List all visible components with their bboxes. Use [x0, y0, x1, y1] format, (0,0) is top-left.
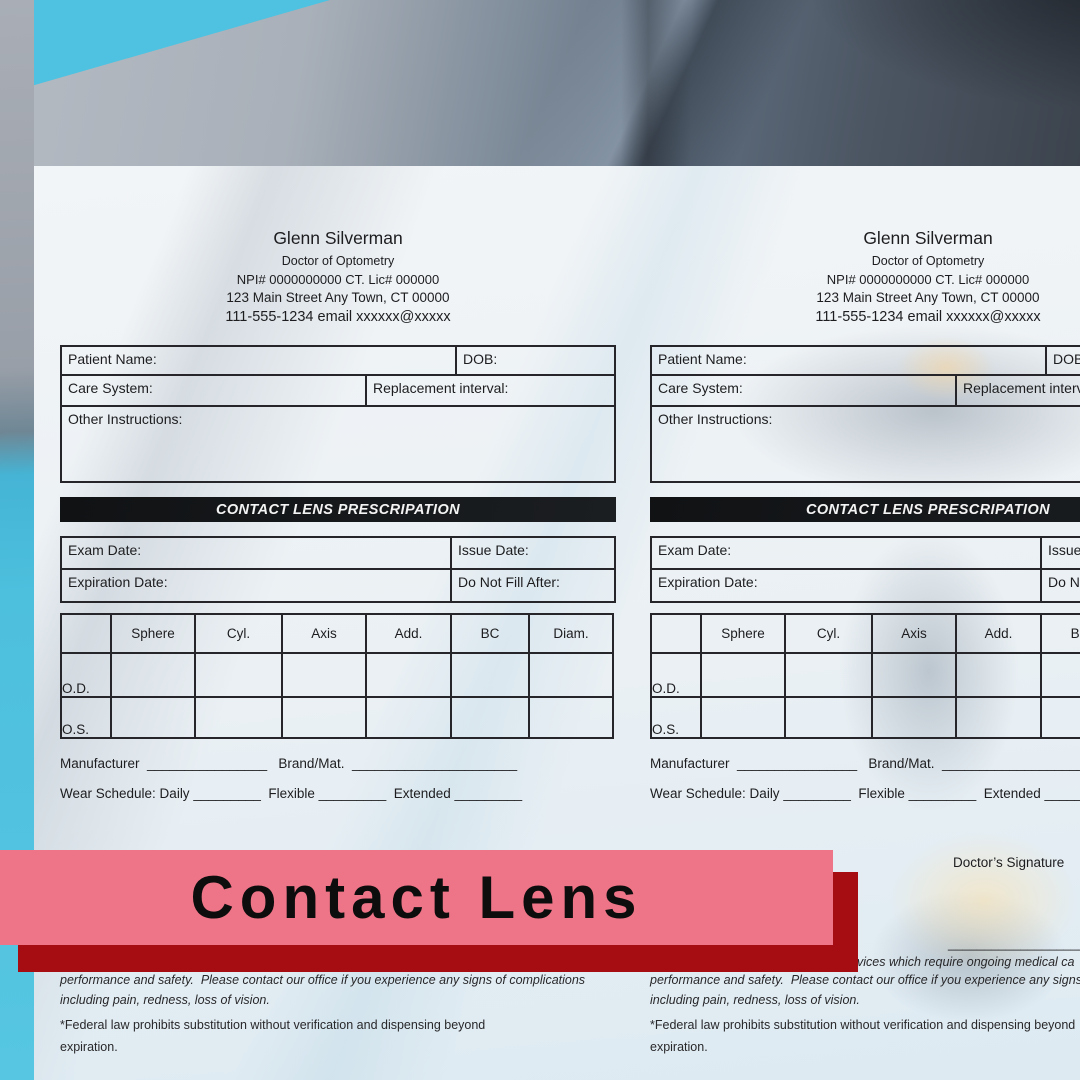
- contact-lens-banner: Contact Lens: [0, 850, 833, 945]
- row-od-label: O.D.: [60, 652, 112, 698]
- doctor-name: Glenn Silverman: [863, 228, 993, 248]
- doctor-signature-label: Doctor’s Signature: [953, 855, 1065, 870]
- col-bc: BC: [1040, 613, 1080, 654]
- issue-date-field: Issue Date:: [1048, 542, 1080, 558]
- patient-name-field: Patient Name:: [652, 347, 1047, 374]
- rx-measurements-table: Sphere Cyl. Axis Add. BC Diam. O.D. O.S.: [650, 613, 1080, 739]
- patient-info-table: Patient Name: DOB: Care System: Replacem…: [60, 345, 616, 483]
- rx-cell: [1040, 696, 1080, 739]
- dob-field: DOB:: [1053, 351, 1080, 367]
- replacement-interval-field: Replacement interval:: [963, 380, 1080, 396]
- background-photo-top: [0, 0, 1080, 170]
- corner-cell: [650, 613, 702, 654]
- col-cyl: Cyl.: [194, 613, 283, 654]
- do-not-fill-after-field: Do Not Fill After:: [458, 574, 560, 590]
- fine-print-line: expiration.: [60, 1040, 118, 1054]
- rx-section-title: CONTACT LENS PRESCRIPATION: [805, 501, 1050, 518]
- other-instructions-field: Other Instructions:: [658, 411, 773, 427]
- rx-cell: [784, 696, 873, 739]
- rx-cell: [110, 652, 196, 698]
- doctor-title: Doctor of Optometry: [281, 254, 395, 268]
- row-od-label: O.D.: [650, 652, 702, 698]
- rx-cell: [1040, 652, 1080, 698]
- rx-measurements-table: Sphere Cyl. Axis Add. BC Diam. O.D. O.S.: [60, 613, 614, 739]
- row-os-label: O.S.: [650, 696, 702, 739]
- rx-cell: [365, 696, 452, 739]
- col-axis: Axis: [281, 613, 367, 654]
- rx-cell: [194, 696, 283, 739]
- rx-cell: [700, 696, 786, 739]
- rx-cell: [700, 652, 786, 698]
- exam-date-field: Exam Date:: [652, 538, 1042, 568]
- doctor-contact: 111-555-1234 email xxxxxx@xxxxx: [225, 309, 451, 325]
- rx-section-banner: CONTACT LENS PRESCRIPATION: [60, 497, 616, 522]
- dates-table: Exam Date: Issue Date: Expiration Date: …: [650, 536, 1080, 603]
- background-cyan-corner: [0, 0, 330, 95]
- doctor-contact: 111-555-1234 email xxxxxx@xxxxx: [815, 309, 1041, 325]
- rx-cell: [110, 696, 196, 739]
- rx-cell: [784, 652, 873, 698]
- rx-cell: [871, 696, 957, 739]
- doctor-title: Doctor of Optometry: [871, 254, 985, 268]
- col-cyl: Cyl.: [784, 613, 873, 654]
- fine-print-line: including pain, redness, loss of vision.: [60, 993, 270, 1007]
- doctor-signature-line: _______________________________: [948, 936, 1080, 951]
- dob-field: DOB:: [463, 351, 498, 367]
- fine-print-line: *Federal law prohibits substitution with…: [60, 1018, 486, 1032]
- other-instructions-field: Other Instructions:: [68, 411, 183, 427]
- fine-print-fragment: vices which require ongoing medical ca: [857, 955, 1075, 969]
- rx-cell: [281, 652, 367, 698]
- rx-cell: [528, 652, 614, 698]
- rx-cell: [955, 696, 1042, 739]
- expiration-date-field: Expiration Date:: [62, 570, 452, 601]
- expiration-date-field: Expiration Date:: [652, 570, 1042, 601]
- rx-section-title: CONTACT LENS PRESCRIPATION: [215, 501, 460, 518]
- doctor-address: 123 Main Street Any Town, CT 00000: [226, 290, 450, 305]
- wear-schedule-line: Wear Schedule: Daily _________ Flexible …: [650, 786, 1080, 801]
- do-not-fill-after-field: Do Not Fill After:: [1048, 574, 1080, 590]
- col-bc: BC: [450, 613, 530, 654]
- issue-date-field: Issue Date:: [458, 542, 529, 558]
- fine-print-line: *Federal law prohibits substitution with…: [650, 1018, 1076, 1032]
- manufacturer-line: Manufacturer ________________ Brand/Mat.…: [60, 756, 518, 771]
- col-add: Add.: [955, 613, 1042, 654]
- rx-cell: [365, 652, 452, 698]
- corner-cell: [60, 613, 112, 654]
- banner-title: Contact Lens: [190, 864, 643, 931]
- doctor-license: NPI# 0000000000 CT. Lic# 000000: [826, 272, 1030, 287]
- rx-cell: [194, 652, 283, 698]
- col-add: Add.: [365, 613, 452, 654]
- doctor-address: 123 Main Street Any Town, CT 00000: [816, 290, 1040, 305]
- col-sphere: Sphere: [110, 613, 196, 654]
- rx-cell: [450, 652, 530, 698]
- col-diam: Diam.: [528, 613, 614, 654]
- col-axis: Axis: [871, 613, 957, 654]
- care-system-field: Care System:: [62, 376, 367, 405]
- patient-name-field: Patient Name:: [62, 347, 457, 374]
- fine-print-line: including pain, redness, loss of vision.: [650, 993, 860, 1007]
- exam-date-field: Exam Date:: [62, 538, 452, 568]
- dates-table: Exam Date: Issue Date: Expiration Date: …: [60, 536, 616, 603]
- doctor-header: Glenn Silverman Doctor of Optometry NPI#…: [60, 228, 616, 328]
- doctor-name: Glenn Silverman: [273, 228, 403, 248]
- patient-info-table: Patient Name: DOB: Care System: Replacem…: [650, 345, 1080, 483]
- fine-print-line: performance and safety. Please contact o…: [650, 973, 1080, 987]
- care-system-field: Care System:: [652, 376, 957, 405]
- rx-cell: [528, 696, 614, 739]
- row-os-label: O.S.: [60, 696, 112, 739]
- doctor-header: Glenn Silverman Doctor of Optometry NPI#…: [650, 228, 1080, 328]
- fine-print-line: performance and safety. Please contact o…: [60, 973, 586, 987]
- rx-cell: [955, 652, 1042, 698]
- doctor-license: NPI# 0000000000 CT. Lic# 000000: [236, 272, 440, 287]
- col-sphere: Sphere: [700, 613, 786, 654]
- manufacturer-line: Manufacturer ________________ Brand/Mat.…: [650, 756, 1080, 771]
- wear-schedule-line: Wear Schedule: Daily _________ Flexible …: [60, 786, 523, 801]
- rx-cell: [871, 652, 957, 698]
- replacement-interval-field: Replacement interval:: [373, 380, 509, 396]
- fine-print-line: expiration.: [650, 1040, 708, 1054]
- rx-section-banner: CONTACT LENS PRESCRIPATION: [650, 497, 1080, 522]
- rx-cell: [450, 696, 530, 739]
- rx-cell: [281, 696, 367, 739]
